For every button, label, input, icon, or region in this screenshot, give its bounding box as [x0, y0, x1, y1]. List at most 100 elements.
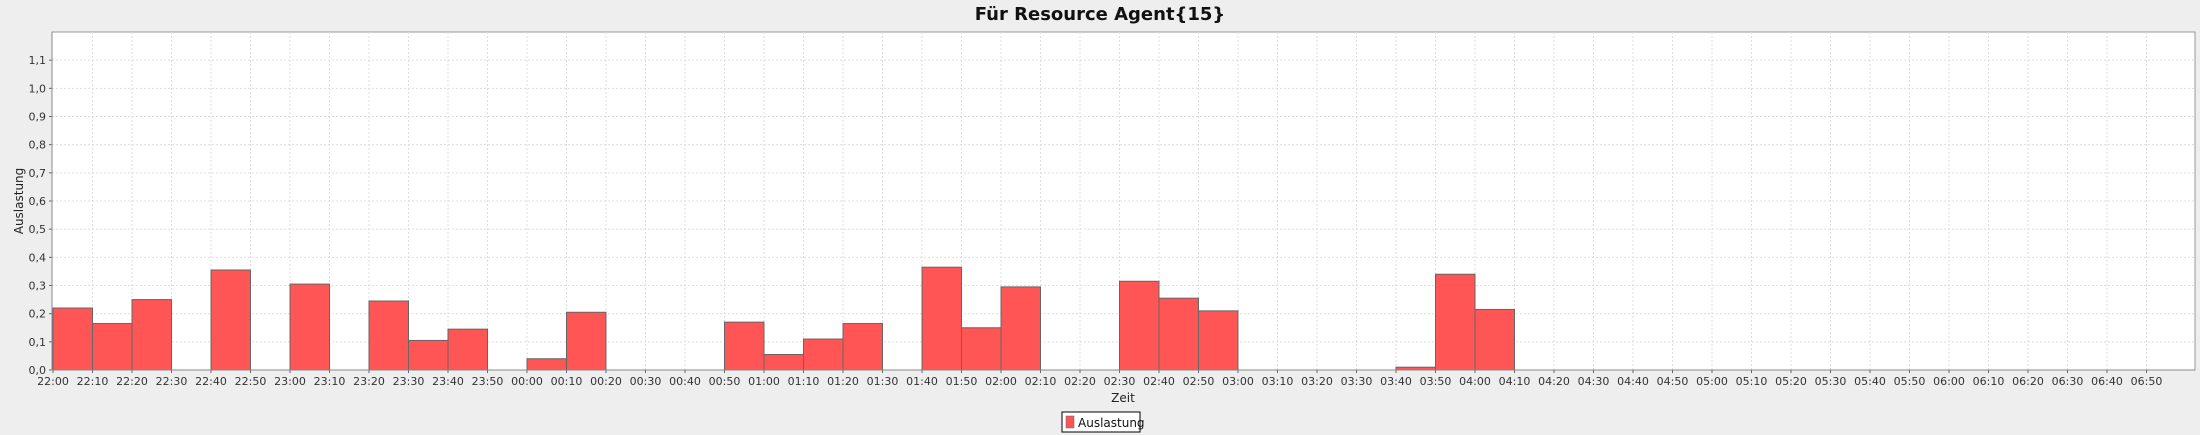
- bar: [724, 321, 765, 371]
- x-tick-label: 04:40: [1617, 375, 1649, 388]
- x-tick-label: 22:10: [77, 375, 109, 388]
- grid: [52, 32, 2195, 370]
- x-tick-label: 22:00: [37, 375, 69, 388]
- x-tick-label: 05:10: [1736, 375, 1768, 388]
- bar: [1158, 297, 1199, 371]
- x-tick-label: 01:40: [906, 375, 938, 388]
- x-tick-label: 03:20: [1301, 375, 1333, 388]
- x-tick-label: 05:00: [1696, 375, 1728, 388]
- x-tick-label: 00:40: [669, 375, 701, 388]
- y-tick-label: 0,9: [29, 111, 47, 124]
- x-tick-label: 22:50: [235, 375, 267, 388]
- x-tick-label: 03:40: [1380, 375, 1412, 388]
- y-axis: 0,0 0,1 0,2 0,3 0,4 0,5 0,6 0,7 0,8 0,9 1,0 1,1: [29, 32, 53, 377]
- bar: [921, 266, 962, 371]
- x-tick-label: 01:20: [827, 375, 859, 388]
- bar: [131, 299, 172, 371]
- bars: [52, 266, 1515, 371]
- bar: [803, 338, 844, 371]
- x-tick-label: 04:50: [1657, 375, 1689, 388]
- x-tick-label: 05:20: [1775, 375, 1807, 388]
- x-tick-label: 00:50: [709, 375, 741, 388]
- x-tick-label: 06:40: [2091, 375, 2123, 388]
- x-tick-label: 06:20: [2012, 375, 2044, 388]
- bar: [842, 323, 883, 371]
- y-tick-label: 0,5: [29, 223, 47, 236]
- x-tick-label: 04:30: [1578, 375, 1610, 388]
- chart-title: Für Resource Agent{15}: [975, 4, 1225, 25]
- x-axis: 22:00 22:10 22:20 22:30 22:40 22:50 23:00 23:10…: [37, 369, 2195, 388]
- legend: Auslastung: [1061, 411, 1145, 433]
- x-tick-label: 02:50: [1183, 375, 1215, 388]
- x-tick-label: 06:00: [1933, 375, 1965, 388]
- x-tick-label: 04:00: [1459, 375, 1491, 388]
- x-tick-label: 23:00: [274, 375, 306, 388]
- y-tick-label: 0,8: [29, 139, 47, 152]
- x-tick-label: 05:40: [1854, 375, 1886, 388]
- y-tick-label: 0,7: [29, 167, 47, 180]
- x-tick-label: 23:50: [472, 375, 504, 388]
- bar: [1000, 286, 1041, 371]
- x-tick-label: 02:40: [1143, 375, 1175, 388]
- x-tick-label: 01:30: [867, 375, 899, 388]
- x-tick-label: 00:10: [551, 375, 583, 388]
- bar: [1119, 280, 1160, 371]
- x-tick-label: 04:20: [1538, 375, 1570, 388]
- y-tick-label: 0,1: [29, 336, 47, 349]
- x-tick-label: 02:00: [985, 375, 1017, 388]
- bar: [566, 311, 607, 371]
- x-tick-label: 06:50: [2131, 375, 2163, 388]
- bar: [1474, 308, 1515, 371]
- bar: [92, 323, 133, 371]
- x-tick-label: 00:20: [590, 375, 622, 388]
- x-tick-label: 03:50: [1420, 375, 1452, 388]
- bar: [408, 339, 449, 371]
- x-tick-label: 02:10: [1025, 375, 1057, 388]
- x-tick-label: 01:00: [748, 375, 780, 388]
- bar: [526, 358, 567, 371]
- bar: [52, 307, 93, 371]
- x-tick-label: 00:30: [630, 375, 662, 388]
- legend-label: Auslastung: [1078, 416, 1145, 430]
- bar: [1198, 310, 1239, 371]
- x-tick-label: 23:30: [393, 375, 425, 388]
- legend-swatch: [1065, 415, 1075, 429]
- x-tick-label: 05:30: [1815, 375, 1847, 388]
- x-tick-label: 02:20: [1064, 375, 1096, 388]
- x-tick-label: 22:40: [195, 375, 227, 388]
- x-tick-label: 22:30: [156, 375, 188, 388]
- y-tick-label: 1,0: [29, 82, 47, 95]
- x-tick-label: 23:20: [353, 375, 385, 388]
- legend-box: [1061, 411, 1141, 433]
- bar: [289, 283, 330, 371]
- y-tick-label: 0,2: [29, 308, 47, 321]
- x-axis-label: Zeit: [1111, 391, 1135, 405]
- y-axis-label: Auslastung: [12, 168, 26, 235]
- x-tick-label: 02:30: [1104, 375, 1136, 388]
- x-tick-label: 22:20: [116, 375, 148, 388]
- bar: [1435, 273, 1476, 371]
- bar: [210, 269, 251, 371]
- x-tick-label: 06:10: [1973, 375, 2005, 388]
- y-tick-label: 1,1: [29, 54, 47, 67]
- bar: [763, 354, 804, 371]
- x-tick-label: 01:10: [788, 375, 820, 388]
- x-tick-label: 03:00: [1222, 375, 1254, 388]
- y-tick-label: 0,0: [29, 364, 47, 377]
- y-tick-label: 0,4: [29, 251, 47, 264]
- bar: [447, 328, 488, 371]
- x-tick-label: 05:50: [1894, 375, 1926, 388]
- x-tick-label: 01:50: [946, 375, 978, 388]
- y-tick-label: 0,3: [29, 280, 47, 293]
- x-tick-label: 03:30: [1341, 375, 1373, 388]
- x-tick-label: 23:40: [432, 375, 464, 388]
- x-tick-label: 06:30: [2052, 375, 2084, 388]
- x-tick-label: 04:10: [1499, 375, 1531, 388]
- bar: [368, 300, 409, 371]
- x-tick-label: 23:10: [314, 375, 346, 388]
- x-tick-label: 00:00: [511, 375, 543, 388]
- bar: [961, 327, 1002, 371]
- y-tick-label: 0,6: [29, 195, 47, 208]
- x-tick-label: 03:10: [1262, 375, 1294, 388]
